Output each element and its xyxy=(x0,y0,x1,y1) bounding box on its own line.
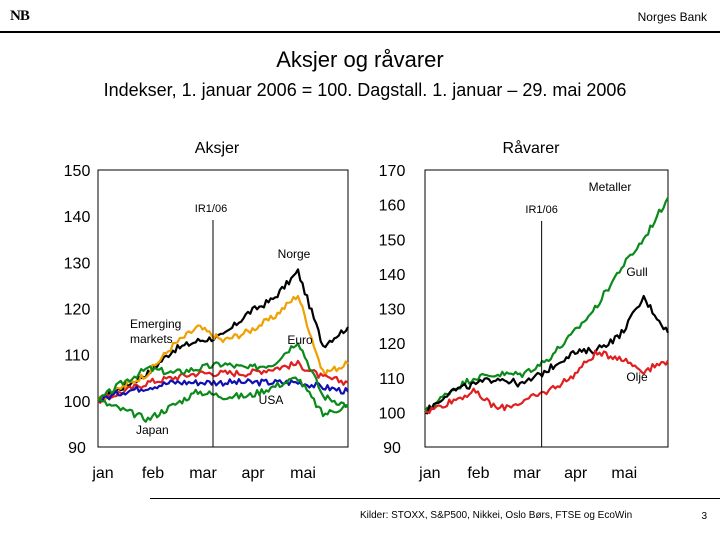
page-title: Aksjer og råvarer xyxy=(276,47,444,72)
chart1-series-line-unlabeled-3 xyxy=(97,378,349,403)
chart1-series-line-emerging-markets xyxy=(97,342,349,409)
chart1-marker-label: IR1/06 xyxy=(195,203,227,215)
chart1-series-line-japan xyxy=(97,376,349,423)
chart2-y-tick-label: 120 xyxy=(379,336,406,353)
chart1-y-tick-label: 150 xyxy=(64,163,91,180)
chart2-y-tick-label: 110 xyxy=(379,371,405,388)
chart1-series-label-japan: Japan xyxy=(136,423,169,437)
chart2-x-tick-label: feb xyxy=(467,465,489,482)
chart1-series-label-markets: markets xyxy=(130,332,173,346)
chart1-x-tick-label: mar xyxy=(189,465,217,482)
chart2-title: Råvarer xyxy=(503,139,561,157)
chart2-y-tick-label: 150 xyxy=(379,232,406,249)
chart1-title: Aksjer xyxy=(195,140,240,157)
chart1-y-tick-label: 130 xyxy=(64,255,91,272)
chart2-series-label-olje: Olje xyxy=(626,370,648,384)
chart1-series-line-usa xyxy=(97,359,349,404)
chart1-x-tick-label: apr xyxy=(241,465,265,482)
chart2-x-tick-label: apr xyxy=(564,465,588,482)
chart1-y-tick-label: 100 xyxy=(64,394,91,411)
chart1-x-tick-label: jan xyxy=(91,465,113,482)
chart2-y-tick-label: 140 xyxy=(379,267,406,284)
chart1-series-label-usa: USA xyxy=(259,393,284,407)
chart2-series-line-gull xyxy=(424,294,670,415)
chart2-series-label-gull: Gull xyxy=(626,265,647,279)
source-note: Kilder: STOXX, S&P500, Nikkei, Oslo Børs… xyxy=(360,510,633,521)
page-number: 3 xyxy=(701,511,707,522)
chart1-plot-frame xyxy=(97,169,349,448)
chart2-marker-label: IR1/06 xyxy=(525,204,557,216)
footer-divider xyxy=(150,498,720,499)
chart1-x-tick-label: mai xyxy=(290,465,316,482)
chart2-x-tick-label: mai xyxy=(611,465,637,482)
chart2-y-tick-label: 170 xyxy=(379,163,406,180)
header-divider xyxy=(0,31,720,33)
chart1-y-tick-label: 140 xyxy=(64,209,91,226)
page-subtitle: Indekser, 1. januar 2006 = 100. Dagstall… xyxy=(103,80,627,100)
chart1-y-tick-label: 120 xyxy=(64,302,91,319)
chart1-series-label-euro: Euro xyxy=(287,333,313,347)
chart2-y-tick-label: 90 xyxy=(383,440,401,457)
chart2-y-tick-label: 130 xyxy=(379,302,406,319)
chart2-series-line-metaller xyxy=(424,197,669,413)
chart2-plot-frame xyxy=(424,169,669,448)
chart1-y-tick-label: 110 xyxy=(64,348,90,365)
chart2-series-line-olje xyxy=(424,349,669,415)
chart1-series-label-emerging: Emerging xyxy=(130,317,181,331)
chart2-y-tick-label: 100 xyxy=(379,405,406,422)
norges-bank-logo: NB xyxy=(10,8,30,24)
chart1-x-tick-label: feb xyxy=(142,465,164,482)
chart2-series-label-metaller: Metaller xyxy=(589,180,632,194)
chart1-series-label-norge: Norge xyxy=(278,247,311,261)
chart2-y-tick-label: 160 xyxy=(379,198,406,215)
chart1-series-line-euro xyxy=(97,294,349,402)
chart2-x-tick-label: jan xyxy=(418,465,440,482)
chart2-x-tick-label: mar xyxy=(513,465,541,482)
bank-name: Norges Bank xyxy=(637,10,707,24)
chart1-y-tick-label: 90 xyxy=(68,440,86,457)
